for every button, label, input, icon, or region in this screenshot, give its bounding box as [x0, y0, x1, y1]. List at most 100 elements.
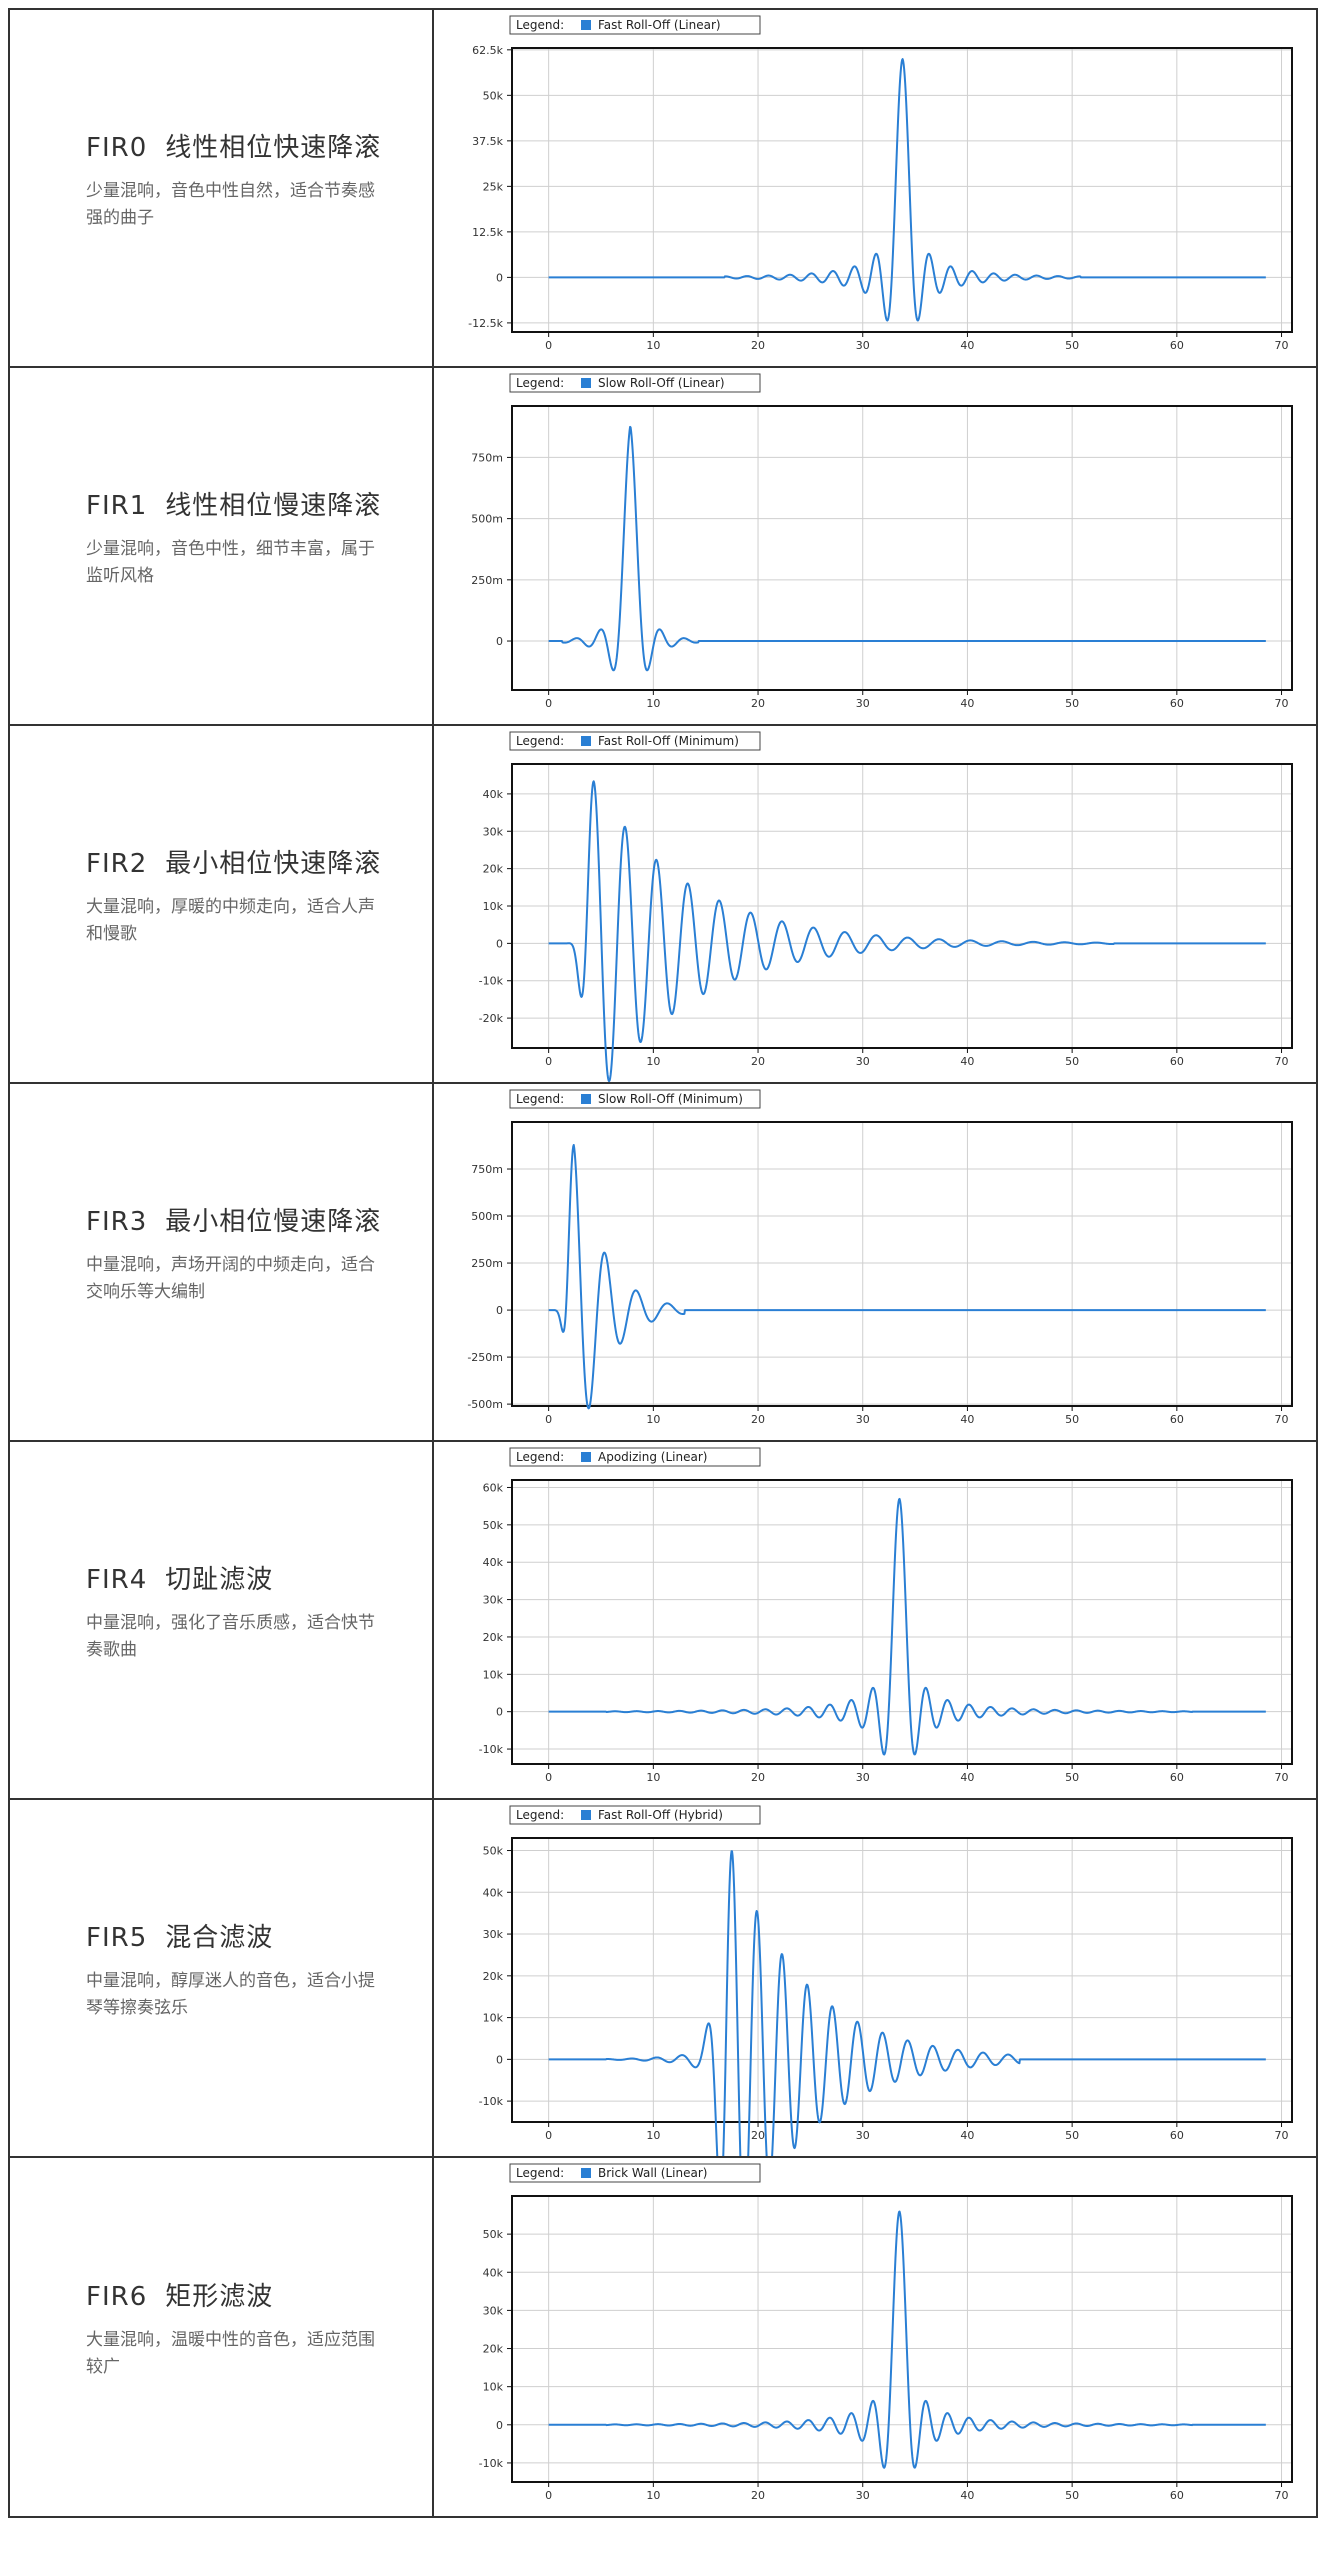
filter-label-cell: FIR0 线性相位快速降滚 少量混响，音色中性自然，适合节奏感强的曲子 [10, 10, 434, 366]
series-line [548, 425, 1267, 672]
x-tick-label: 70 [1275, 339, 1289, 352]
legend-box [509, 1447, 761, 1467]
x-tick-label: 20 [751, 2129, 765, 2142]
x-tick-label: 30 [856, 1413, 870, 1426]
legend-series-label: Apodizing (Linear) [598, 1450, 707, 1464]
y-tick-label: 20k [483, 1970, 504, 1983]
x-tick-label: 0 [545, 1771, 552, 1784]
filter-label: FIR1 线性相位慢速降滚 少量混响，音色中性，细节丰富，属于监听风格 [86, 485, 406, 590]
chart-cell: Legend: Fast Roll-Off (Linear) 0 10 20 30 40 50… [434, 10, 1316, 366]
x-tick-label: 20 [751, 339, 765, 352]
y-tick-label: 37.5k [472, 135, 503, 148]
x-tick-label: 60 [1170, 2489, 1184, 2502]
x-tick-label: 30 [856, 697, 870, 710]
filter-code: FIR2 [86, 849, 148, 880]
axes: 0 10 20 30 40 50 60 70 60k 50k 40k 30k 20k 10k 0 -10k [479, 1481, 1289, 1784]
filter-row: FIR2 最小相位快速降滚 大量混响，厚暖的中频走向，适合人声和慢歌 Legend… [8, 726, 1318, 1084]
y-tick-label: 500m [471, 1210, 503, 1223]
filter-table: FIR0 线性相位快速降滚 少量混响，音色中性自然，适合节奏感强的曲子 Legen… [8, 8, 1318, 2518]
x-tick-label: 20 [751, 2489, 765, 2502]
legend-box [509, 2163, 761, 2183]
filter-label-cell: FIR1 线性相位慢速降滚 少量混响，音色中性，细节丰富，属于监听风格 [10, 368, 434, 724]
x-tick-label: 60 [1170, 1055, 1184, 1068]
legend: Legend: Fast Roll-Off (Minimum) [509, 731, 761, 751]
x-tick-label: 70 [1275, 1055, 1289, 1068]
filter-description: 少量混响，音色中性，细节丰富，属于监听风格 [86, 539, 375, 587]
y-tick-label: 60k [483, 1481, 504, 1494]
legend-title: Legend: [516, 18, 564, 32]
filter-row: FIR0 线性相位快速降滚 少量混响，音色中性自然，适合节奏感强的曲子 Legen… [8, 10, 1318, 368]
legend: Legend: Fast Roll-Off (Linear) [509, 15, 761, 35]
y-tick-label: 0 [496, 2419, 503, 2432]
x-tick-label: 10 [646, 1413, 660, 1426]
filter-row: FIR1 线性相位慢速降滚 少量混响，音色中性，细节丰富，属于监听风格 Legen… [8, 368, 1318, 726]
x-tick-label: 50 [1065, 697, 1079, 710]
legend-box [509, 1089, 761, 1109]
filter-title: FIR2 最小相位快速降滚 [86, 843, 406, 880]
y-tick-label: 50k [483, 89, 504, 102]
x-tick-label: 70 [1275, 2489, 1289, 2502]
x-tick-label: 10 [646, 2129, 660, 2142]
legend: Legend: Apodizing (Linear) [509, 1447, 761, 1467]
legend-swatch [581, 1094, 591, 1104]
filter-label-cell: FIR6 矩形滤波 大量混响，温暖中性的音色，适应范围较广 [10, 2158, 434, 2516]
axes: 0 10 20 30 40 50 60 70 750m 500m 250m 0 [471, 451, 1288, 710]
filter-label: FIR2 最小相位快速降滚 大量混响，厚暖的中频走向，适合人声和慢歌 [86, 843, 406, 948]
x-tick-label: 60 [1170, 2129, 1184, 2142]
axes: 0 10 20 30 40 50 60 70 50k 40k 30k 20k 10k 0 -10k [479, 1845, 1289, 2142]
filter-description: 大量混响，温暖中性的音色，适应范围较广 [86, 2330, 375, 2378]
y-tick-label: 40k [483, 788, 504, 801]
filter-label-cell: FIR4 切趾滤波 中量混响，强化了音乐质感，适合快节奏歌曲 [10, 1442, 434, 1798]
plot-frame [511, 1837, 1293, 2123]
y-tick-label: 50k [483, 2228, 504, 2241]
filter-label-cell: FIR5 混合滤波 中量混响，醇厚迷人的音色，适合小提琴等擦奏弦乐 [10, 1800, 434, 2156]
x-tick-label: 0 [545, 1055, 552, 1068]
legend: Legend: Slow Roll-Off (Minimum) [509, 1089, 761, 1109]
filter-name: 线性相位慢速降滚 [165, 491, 382, 522]
filter-description: 中量混响，声场开阔的中频走向，适合交响乐等大编制 [86, 1255, 375, 1303]
x-tick-label: 50 [1065, 1413, 1079, 1426]
impulse-chart: Legend: Slow Roll-Off (Minimum) 0 10 20 30 40 5… [467, 1089, 1293, 1426]
legend-title: Legend: [516, 734, 564, 748]
impulse-chart: Legend: Fast Roll-Off (Minimum) 0 10 20 30 40 5… [479, 731, 1293, 1082]
plot-frame [511, 1479, 1293, 1765]
x-tick-label: 40 [960, 697, 974, 710]
x-tick-label: 50 [1065, 1055, 1079, 1068]
x-tick-label: 0 [545, 697, 552, 710]
legend-series-label: Fast Roll-Off (Minimum) [598, 734, 739, 748]
legend-title: Legend: [516, 1450, 564, 1464]
y-tick-label: 20k [483, 2343, 504, 2356]
legend-title: Legend: [516, 1808, 564, 1822]
y-tick-label: 40k [483, 2266, 504, 2279]
axes: 0 10 20 30 40 50 60 70 62.5k 50k 37.5k 25k 12.5k 0 -12… [468, 44, 1288, 352]
chart-cell: Legend: Fast Roll-Off (Hybrid) 0 10 20 30 40 50… [434, 1800, 1316, 2156]
y-tick-label: 0 [496, 1304, 503, 1317]
filter-label: FIR6 矩形滤波 大量混响，温暖中性的音色，适应范围较广 [86, 2276, 406, 2381]
y-tick-label: -20k [479, 1012, 504, 1025]
y-tick-label: 500m [471, 513, 503, 526]
filter-row: FIR3 最小相位慢速降滚 中量混响，声场开阔的中频走向，适合交响乐等大编制 Le… [8, 1084, 1318, 1442]
x-tick-label: 40 [960, 1055, 974, 1068]
legend-title: Legend: [516, 2166, 564, 2180]
axes: 0 10 20 30 40 50 60 70 40k 30k 20k 10k 0 -10k -20k [479, 788, 1289, 1068]
filter-name: 切趾滤波 [165, 1565, 274, 1596]
y-tick-label: 250m [471, 1257, 503, 1270]
y-tick-label: 0 [496, 635, 503, 648]
filter-name: 最小相位慢速降滚 [165, 1207, 382, 1238]
axes: 0 10 20 30 40 50 60 70 50k 40k 30k 20k 10k 0 -10k [479, 2228, 1289, 2502]
x-tick-label: 70 [1275, 1771, 1289, 1784]
series-line [548, 58, 1267, 322]
y-tick-label: 750m [471, 1163, 503, 1176]
filter-description: 大量混响，厚暖的中频走向，适合人声和慢歌 [86, 897, 375, 945]
filter-name: 最小相位快速降滚 [165, 849, 382, 880]
grid [512, 1838, 1292, 2122]
filter-name: 混合滤波 [165, 1923, 274, 1954]
x-tick-label: 30 [856, 339, 870, 352]
filter-label-cell: FIR2 最小相位快速降滚 大量混响，厚暖的中频走向，适合人声和慢歌 [10, 726, 434, 1082]
filter-title: FIR1 线性相位慢速降滚 [86, 485, 406, 522]
legend-series-label: Brick Wall (Linear) [598, 2166, 707, 2180]
chart-cell: Legend: Slow Roll-Off (Minimum) 0 10 20 30 40 5… [434, 1084, 1316, 1440]
filter-row: FIR6 矩形滤波 大量混响，温暖中性的音色，适应范围较广 Legend: Bric… [8, 2158, 1318, 2518]
x-tick-label: 10 [646, 1055, 660, 1068]
legend-swatch [581, 20, 591, 30]
